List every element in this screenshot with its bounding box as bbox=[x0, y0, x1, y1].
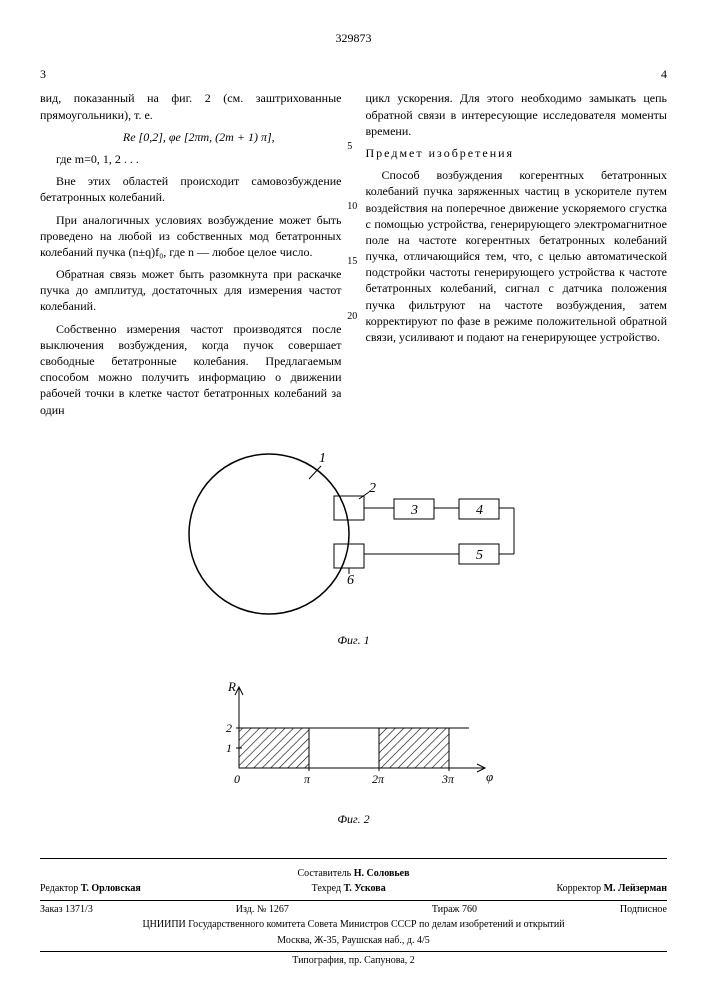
subscription: Подписное bbox=[620, 903, 667, 917]
composer-label: Составитель bbox=[298, 868, 352, 879]
fig2-ylabel: R bbox=[227, 679, 236, 694]
order-number: Заказ 1371/3 bbox=[40, 903, 93, 917]
formula: Re [0,2], φe [2πm, (2m + 1) π], bbox=[40, 129, 342, 145]
line-mark: 20 bbox=[347, 310, 357, 324]
page-number-right: 4 bbox=[661, 66, 667, 82]
techred-label: Техред bbox=[312, 883, 341, 894]
fig1-label-4: 4 bbox=[476, 503, 483, 518]
footer: Составитель Н. Соловьев Редактор Т. Орло… bbox=[40, 858, 667, 968]
document-number: 329873 bbox=[40, 30, 667, 46]
line-mark: 10 bbox=[347, 200, 357, 214]
paragraph: цикл ускорения. Для этого необходимо зам… bbox=[366, 90, 668, 139]
fig1-label-6: 6 bbox=[347, 573, 354, 588]
right-column: цикл ускорения. Для этого необходимо зам… bbox=[366, 90, 668, 423]
fig2-ytick: 1 bbox=[226, 741, 232, 755]
fig2-xlabel: φ bbox=[486, 769, 493, 784]
fig2-xtick: π bbox=[304, 772, 311, 786]
corrector-label: Корректор bbox=[557, 883, 602, 894]
paragraph: Вне этих областей происходит самовозбужд… bbox=[40, 173, 342, 205]
figure-2-chart: 1 2 R 0 π 2π 3π φ bbox=[204, 673, 504, 803]
line-mark: 5 bbox=[347, 140, 352, 154]
edition-number: Изд. № 1267 bbox=[236, 903, 289, 917]
fig2-xtick: 3π bbox=[441, 772, 455, 786]
figure-1-diagram: 1 2 3 4 5 6 bbox=[169, 444, 539, 624]
print-run: Тираж 760 bbox=[432, 903, 477, 917]
fig2-ytick: 2 bbox=[226, 721, 232, 735]
left-column: вид, показанный на фиг. 2 (см. заштрихов… bbox=[40, 90, 342, 423]
paragraph: Обратная связь может быть разомкнута при… bbox=[40, 266, 342, 315]
body-columns: 5 10 15 20 вид, показанный на фиг. 2 (см… bbox=[40, 90, 667, 423]
paragraph: Собственно измерения частот производятся… bbox=[40, 321, 342, 418]
line-mark: 15 bbox=[347, 255, 357, 269]
composer-name: Н. Соловьев bbox=[354, 868, 410, 879]
section-title: Предмет изобретения bbox=[366, 145, 668, 161]
figure-1-caption: Фиг. 1 bbox=[40, 632, 667, 648]
paragraph: При аналогичных условиях возбуждение мож… bbox=[40, 212, 342, 261]
techred-name: Т. Ускова bbox=[344, 883, 386, 894]
paragraph: вид, показанный на фиг. 2 (см. заштрихов… bbox=[40, 90, 342, 122]
figure-2-caption: Фиг. 2 bbox=[40, 811, 667, 827]
corrector-name: М. Лейзерман bbox=[604, 883, 667, 894]
editor-name: Т. Орловская bbox=[81, 883, 141, 894]
fig1-label-2: 2 bbox=[369, 481, 376, 496]
fig2-xtick: 0 bbox=[234, 772, 240, 786]
fig1-label-5: 5 bbox=[476, 548, 483, 563]
fig2-xtick: 2π bbox=[372, 772, 385, 786]
typography: Типография, пр. Сапунова, 2 bbox=[40, 954, 667, 968]
page-number-left: 3 bbox=[40, 66, 46, 82]
organization: ЦНИИПИ Государственного комитета Совета … bbox=[40, 918, 667, 932]
paragraph: Способ возбуждения когерентных бетатронн… bbox=[366, 167, 668, 345]
fig1-label-3: 3 bbox=[410, 503, 418, 518]
address: Москва, Ж-35, Раушская наб., д. 4/5 bbox=[40, 934, 667, 953]
fig1-label-1: 1 bbox=[319, 451, 326, 466]
editor-label: Редактор bbox=[40, 883, 78, 894]
paragraph: где m=0, 1, 2 . . . bbox=[40, 151, 342, 167]
